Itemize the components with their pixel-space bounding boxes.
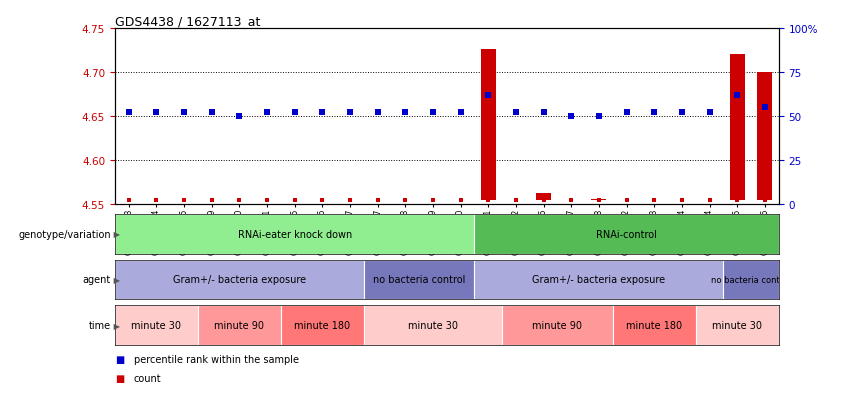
Text: genotype/variation: genotype/variation xyxy=(18,229,111,240)
Text: no bacteria control: no bacteria control xyxy=(711,275,791,284)
Text: count: count xyxy=(134,373,161,383)
Bar xyxy=(115,215,475,254)
Bar xyxy=(723,260,779,299)
Bar xyxy=(696,306,779,345)
Bar xyxy=(115,260,364,299)
Text: minute 180: minute 180 xyxy=(626,320,683,330)
Bar xyxy=(536,194,551,201)
Bar xyxy=(197,306,281,345)
Bar xyxy=(757,73,773,201)
Text: minute 180: minute 180 xyxy=(294,320,351,330)
Text: ▶: ▶ xyxy=(111,230,121,239)
Text: minute 90: minute 90 xyxy=(533,320,582,330)
Bar xyxy=(613,306,696,345)
Text: Gram+/- bacteria exposure: Gram+/- bacteria exposure xyxy=(533,275,665,285)
Text: RNAi-eater knock down: RNAi-eater knock down xyxy=(237,229,351,240)
Bar xyxy=(591,199,607,201)
Text: RNAi-control: RNAi-control xyxy=(596,229,657,240)
Bar xyxy=(281,306,364,345)
Text: ■: ■ xyxy=(115,373,124,383)
Bar xyxy=(729,55,745,201)
Text: ▶: ▶ xyxy=(111,275,121,284)
Text: time: time xyxy=(89,320,111,330)
Text: minute 30: minute 30 xyxy=(408,320,458,330)
Bar xyxy=(502,306,613,345)
Text: ▶: ▶ xyxy=(111,321,121,330)
Bar xyxy=(475,215,779,254)
Text: Gram+/- bacteria exposure: Gram+/- bacteria exposure xyxy=(173,275,306,285)
Bar xyxy=(364,306,502,345)
Bar xyxy=(475,260,723,299)
Text: GDS4438 / 1627113_at: GDS4438 / 1627113_at xyxy=(115,15,260,28)
Text: minute 30: minute 30 xyxy=(131,320,181,330)
Text: percentile rank within the sample: percentile rank within the sample xyxy=(134,354,299,364)
Bar xyxy=(115,306,197,345)
Text: ■: ■ xyxy=(115,354,124,364)
Text: agent: agent xyxy=(83,275,111,285)
Text: minute 30: minute 30 xyxy=(712,320,762,330)
Text: no bacteria control: no bacteria control xyxy=(373,275,465,285)
Text: minute 90: minute 90 xyxy=(214,320,265,330)
Bar xyxy=(481,50,496,201)
Bar xyxy=(364,260,475,299)
